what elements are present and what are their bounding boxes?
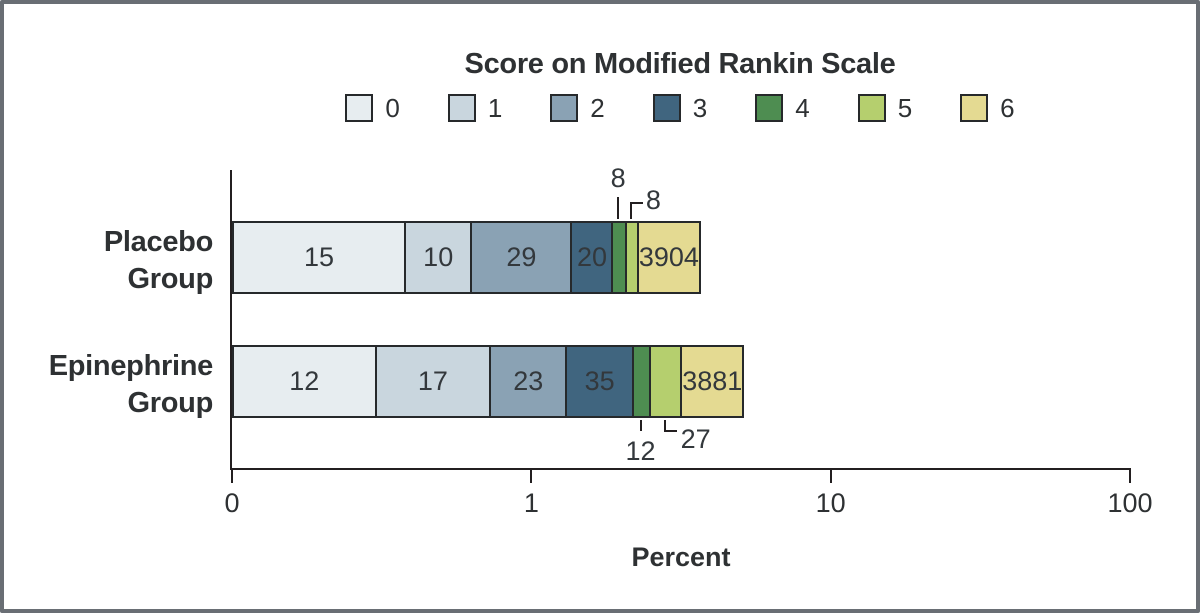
leader-line [629, 202, 643, 204]
legend-swatch-6 [960, 94, 989, 122]
legend-swatch-5 [857, 94, 886, 122]
chart-title: Score on Modified Rankin Scale [464, 48, 896, 80]
bar-segment-mrs-4 [613, 223, 627, 292]
legend-label: 0 [385, 92, 400, 123]
bar-segment-mrs-3: 35 [567, 347, 635, 416]
x-axis-tick-label: 100 [1107, 488, 1153, 518]
category-label: Placebo Group [4, 224, 213, 298]
legend-item: 2 [550, 92, 605, 124]
x-axis-tick [530, 468, 533, 483]
legend-swatch-3 [652, 94, 681, 122]
bar-segment-mrs-5 [626, 223, 639, 292]
legend-label: 6 [1000, 92, 1015, 123]
legend-item: 1 [447, 92, 503, 124]
x-axis-tick-label: 0 [224, 488, 240, 518]
x-axis-tick [231, 468, 233, 483]
x-axis-tick-label: 1 [523, 488, 539, 518]
category-label: Epinephrine Group [4, 348, 214, 422]
bar-segment-mrs-3: 20 [572, 223, 614, 292]
legend-item: 5 [857, 92, 913, 124]
legend-swatch-4 [755, 94, 784, 122]
legend-swatch-1 [447, 94, 476, 122]
plot-area: Percent 15 10 29 20 3904 12 17 23 35 3881 0 1 10 100 8… [224, 163, 1152, 572]
category-label-line: Group [127, 263, 214, 295]
stacked-bar: 12 17 23 35 3881 [232, 345, 745, 418]
leader-line [629, 202, 632, 219]
segment-callout-label: 8 [610, 163, 626, 193]
category-label-line: Epinephrine [48, 350, 214, 382]
legend-item: 3 [652, 92, 708, 124]
x-axis-tick-label: 10 [815, 488, 846, 518]
x-axis-tick [1129, 468, 1131, 483]
legend-label: 2 [590, 92, 605, 123]
category-label-line: Placebo [103, 226, 213, 258]
legend-label: 5 [897, 92, 913, 123]
bar-segment-mrs-2: 29 [472, 223, 573, 292]
bar-segment-mrs-6: 3881 [682, 347, 743, 416]
legend-label: 3 [692, 92, 708, 123]
legend-item: 0 [345, 92, 400, 124]
x-axis-tick [829, 468, 832, 483]
legend-label: 4 [795, 92, 810, 123]
bar-segment-mrs-1: 17 [376, 347, 492, 416]
bar-segment-mrs-4 [634, 347, 651, 416]
legend-item: 6 [960, 92, 1015, 124]
bar-segment-mrs-0: 15 [234, 223, 406, 292]
legend-label: 1 [487, 92, 503, 123]
stacked-bar: 15 10 29 20 3904 [232, 221, 701, 294]
bar-segment-mrs-6: 3904 [638, 223, 699, 292]
leader-line [663, 420, 666, 432]
bar-segment-mrs-2: 23 [491, 347, 568, 416]
bar-segment-mrs-1: 10 [406, 223, 473, 292]
legend: 0 1 2 3 4 5 6 [230, 92, 1130, 124]
segment-callout-label: 8 [645, 185, 661, 215]
legend-swatch-2 [550, 94, 579, 122]
category-label-line: Group [127, 387, 214, 419]
segment-callout-label: 12 [625, 436, 656, 466]
leader-line [663, 430, 677, 432]
legend-swatch-0 [345, 94, 374, 122]
segment-callout-label: 27 [680, 424, 711, 454]
bar-segment-mrs-5 [650, 347, 683, 416]
leader-line [617, 197, 620, 219]
leader-line [639, 420, 642, 431]
legend-item: 4 [755, 92, 810, 124]
bar-segment-mrs-0: 12 [234, 347, 377, 416]
x-axis-title: Percent [631, 542, 731, 572]
